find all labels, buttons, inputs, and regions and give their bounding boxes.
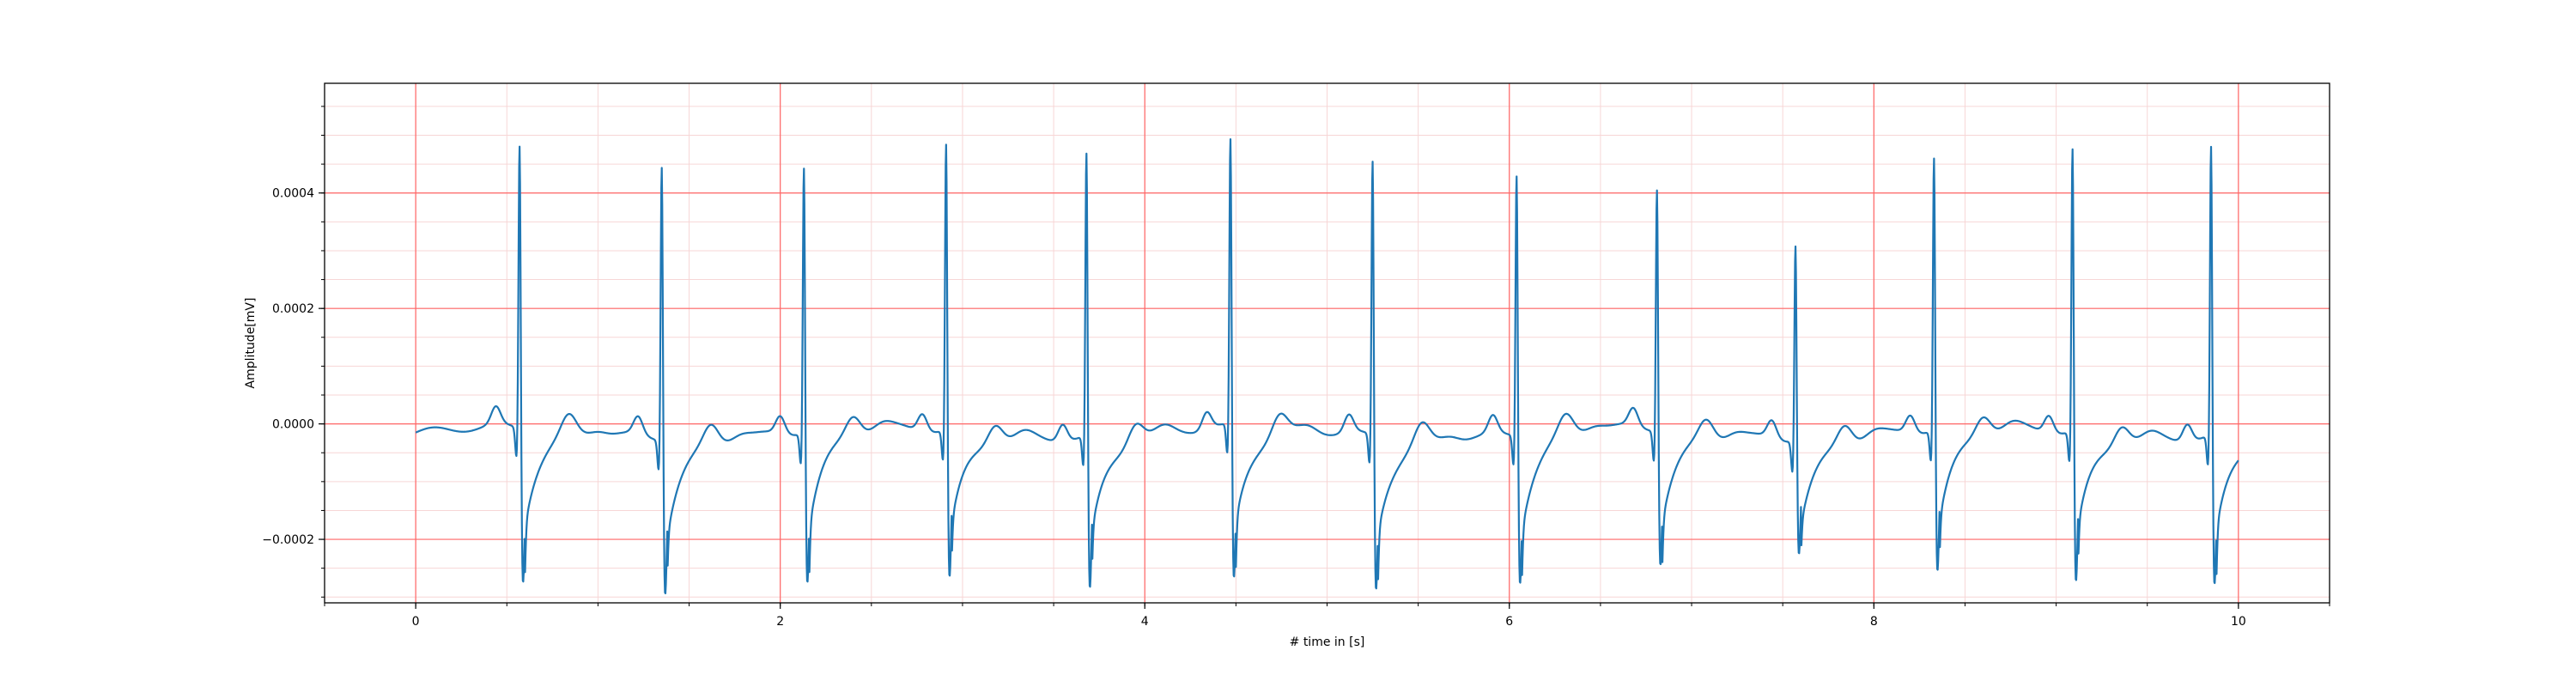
y-axis-label: Amplitude[mV] — [244, 298, 258, 389]
x-tick-label: 8 — [1870, 615, 1878, 629]
x-tick-label: 6 — [1505, 615, 1513, 629]
y-tick-label: 0.0000 — [272, 418, 314, 432]
x-tick-label: 2 — [776, 615, 784, 629]
ticks-group: 0 2 4 6 8 10 −0.0002 0.0000 0.0002 0.0004 — [262, 106, 2330, 629]
plot-line-group — [415, 137, 2239, 595]
x-tick-label: 10 — [2231, 615, 2246, 629]
x-tick-label: 0 — [412, 615, 420, 629]
y-tick-label: 0.0004 — [272, 187, 314, 201]
x-axis-label: # time in [s] — [1290, 635, 1365, 649]
ecg-series-line — [415, 137, 2239, 595]
y-tick-label: 0.0002 — [272, 302, 314, 316]
x-tick-label: 4 — [1141, 615, 1149, 629]
y-tick-label: −0.0002 — [262, 533, 314, 547]
minor-grid — [324, 83, 2330, 603]
